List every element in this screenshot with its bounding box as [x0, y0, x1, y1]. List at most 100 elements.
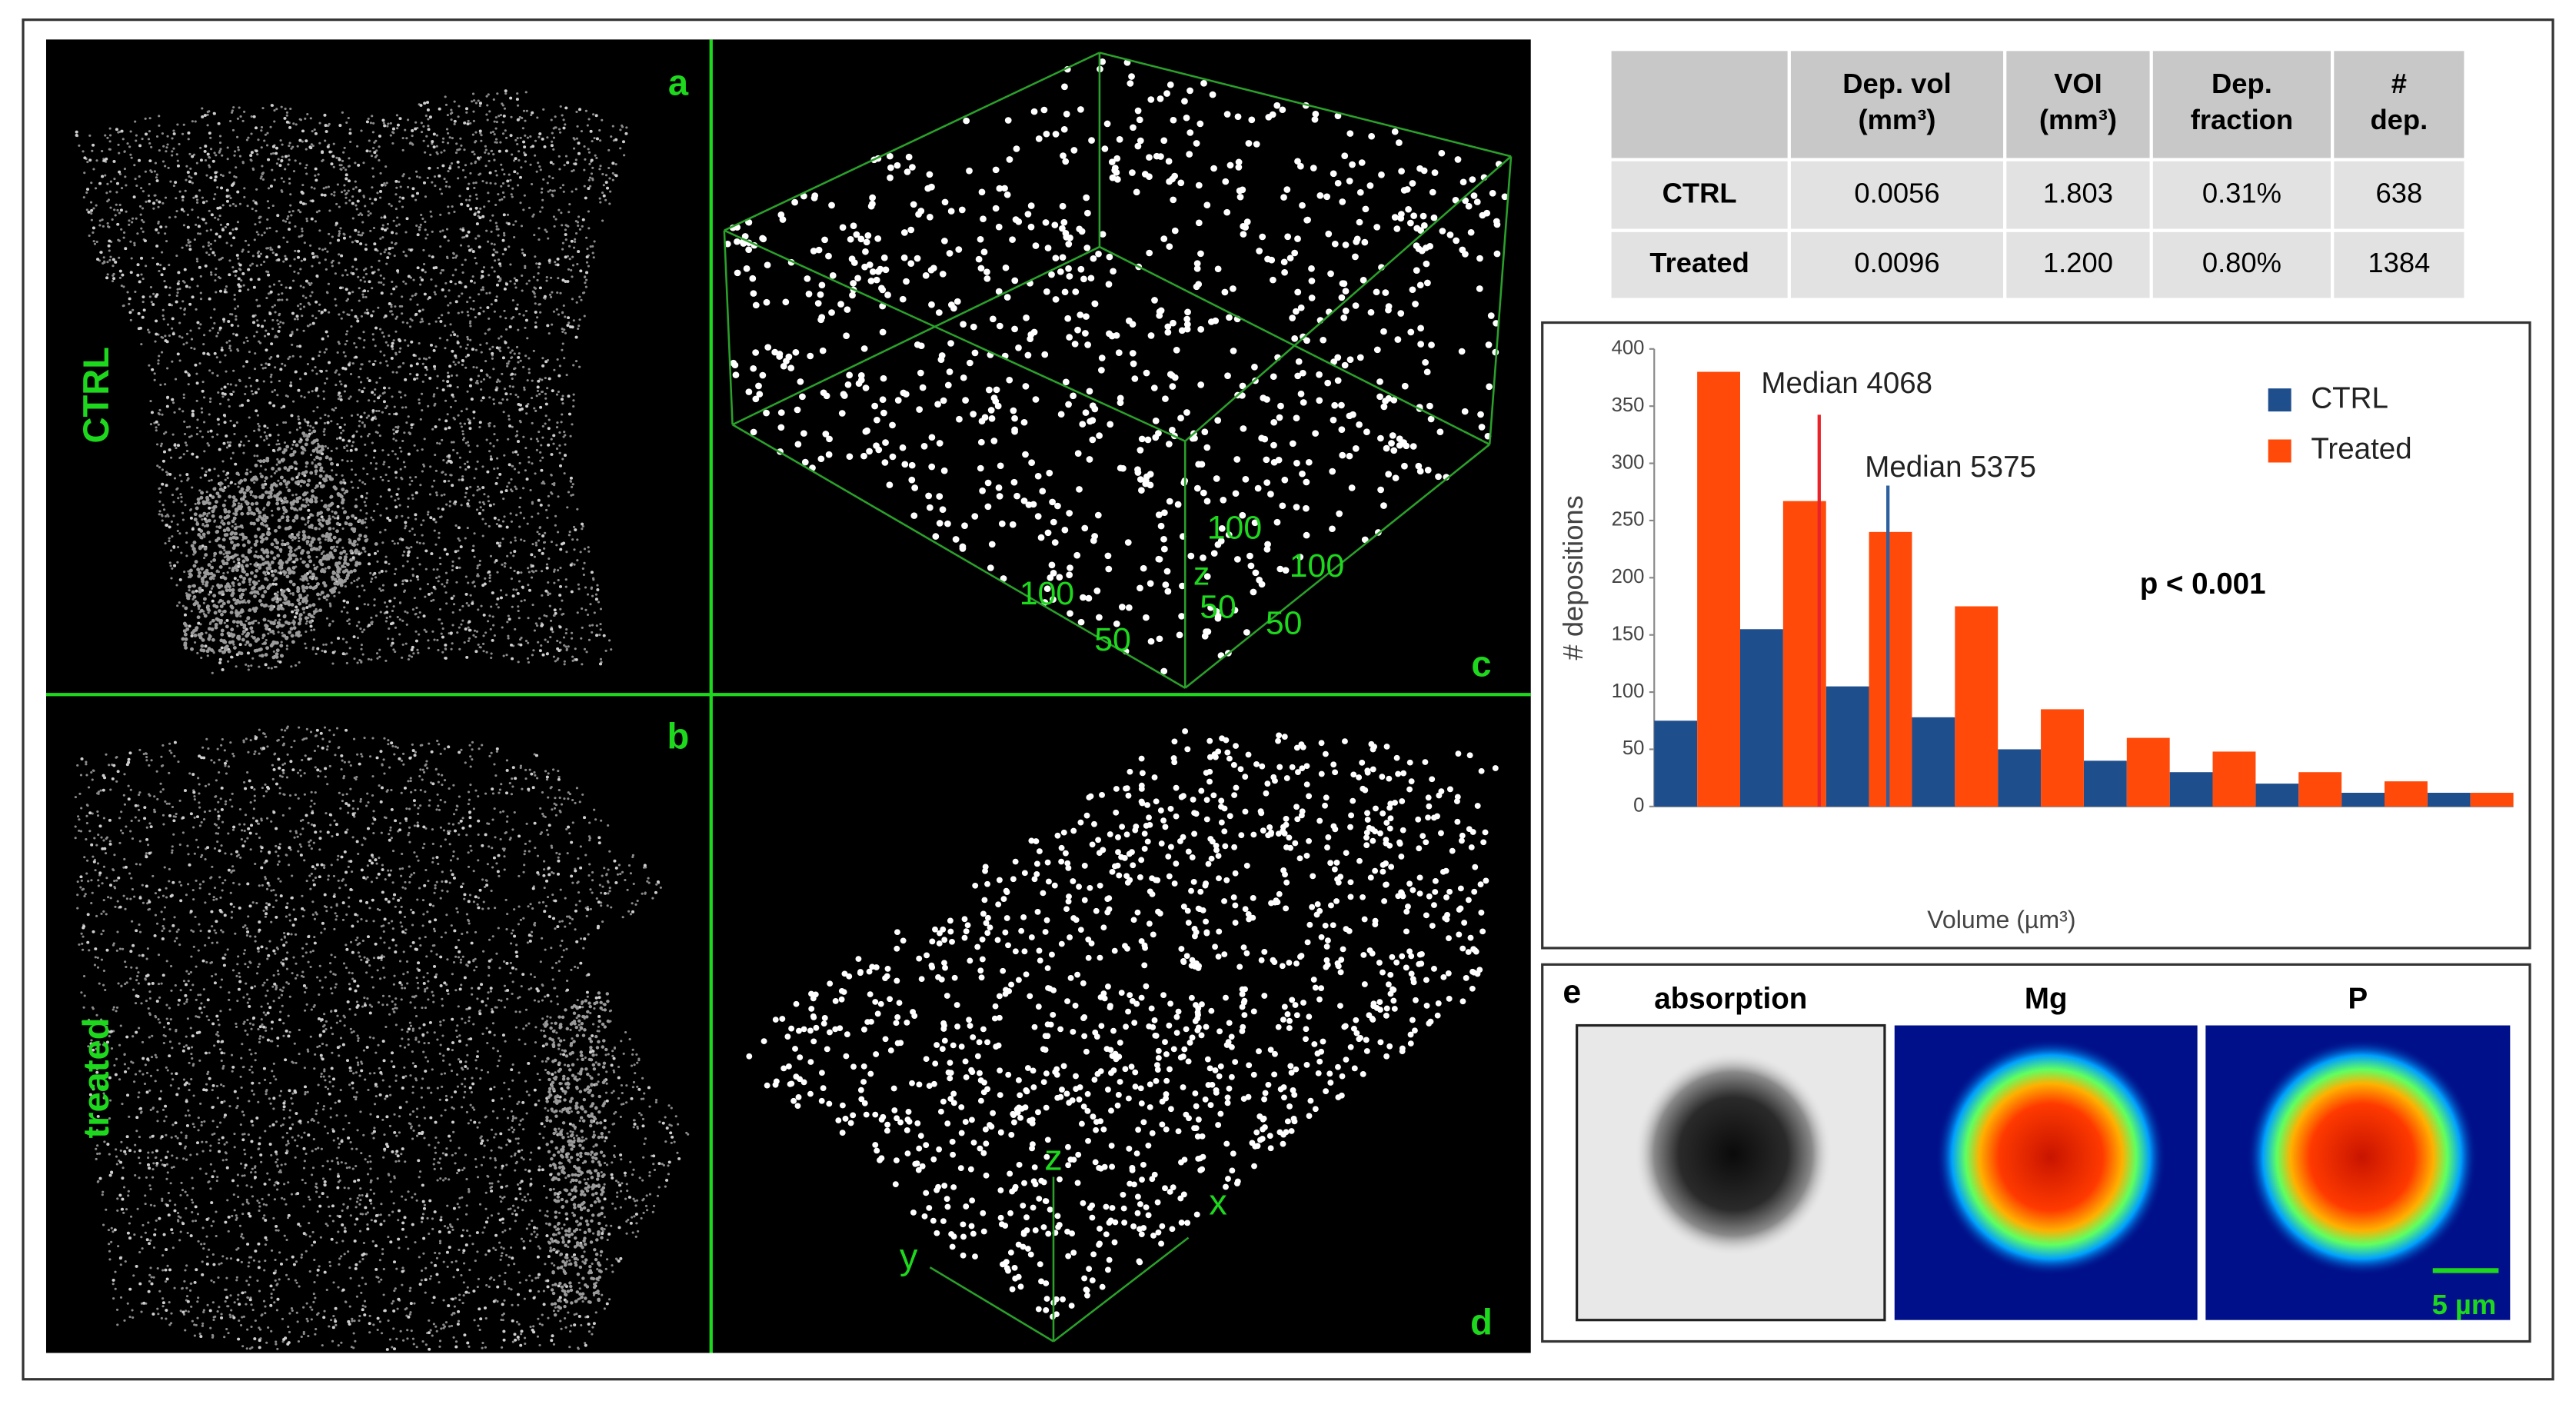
map-blob — [1935, 1038, 2166, 1276]
scale-bar-label: 5 µm — [2432, 1289, 2497, 1320]
table-cell — [1611, 161, 1788, 229]
legend-label: CTRL — [2311, 381, 2388, 414]
bar — [2341, 792, 2385, 807]
bar — [2169, 772, 2213, 807]
group-label: CTRL — [75, 347, 116, 444]
wireframe — [1488, 156, 1513, 445]
table-header: VOI — [2054, 68, 2102, 99]
table-cell-text: 0.0056 — [1854, 177, 1939, 208]
table-cell — [2006, 231, 2150, 298]
table-cell — [1790, 161, 2004, 229]
wireframe — [1099, 52, 1512, 158]
axis-scale-label: 50 — [1094, 621, 1131, 658]
table-cell-text: 1384 — [2368, 247, 2430, 278]
x-axis-title: Volume (µm³) — [1927, 906, 2075, 933]
wireframe — [1184, 155, 1512, 442]
bar — [2126, 737, 2170, 807]
table-header: Dep. — [2212, 68, 2272, 99]
bar — [2298, 772, 2342, 807]
map-title: P — [2348, 983, 2368, 1016]
axis-scale-label: 50 — [1200, 588, 1236, 625]
table-cell-text: 1.803 — [2043, 177, 2113, 208]
panel-label: d — [1470, 1302, 1493, 1343]
bar — [1869, 531, 1912, 807]
bar — [2083, 760, 2127, 807]
table-cell — [2006, 51, 2150, 158]
axis-scale-label: z — [1193, 555, 1210, 592]
axis-scale-label: 50 — [1266, 605, 1303, 642]
axis-name: z — [1044, 1136, 1063, 1177]
table-cell — [1611, 51, 1788, 158]
panel-label: c — [1471, 643, 1491, 684]
table-header: dep. — [2370, 104, 2428, 135]
p-value: p < 0.001 — [2140, 567, 2266, 601]
bar — [2255, 784, 2299, 807]
absorption-blob — [1634, 1051, 1832, 1256]
bar — [2427, 792, 2471, 807]
table-cell-text: 0.0096 — [1854, 247, 1939, 278]
y-tick-label: 0 — [1633, 795, 1644, 817]
median-label: Median 4068 — [1761, 367, 1932, 400]
y-tick-label: 400 — [1612, 338, 1645, 359]
panel-label: e — [1563, 973, 1581, 1010]
speckle — [79, 728, 681, 1351]
table-cell — [2006, 161, 2150, 229]
wireframe — [731, 424, 1186, 689]
table-cell-text: 638 — [2375, 177, 2422, 208]
bar — [1912, 717, 1955, 807]
speckle — [75, 91, 628, 674]
table-cell — [2152, 231, 2331, 298]
speckle — [75, 89, 628, 671]
bar — [1654, 720, 1698, 807]
y-tick-label: 350 — [1612, 394, 1645, 416]
legend-swatch — [2268, 439, 2291, 463]
table-cell — [2334, 161, 2465, 229]
wireframe — [723, 230, 734, 425]
table-cell — [1611, 231, 1788, 298]
speckle — [724, 58, 1509, 675]
bar — [2470, 792, 2514, 807]
table-header: fraction — [2191, 104, 2293, 135]
speckle — [74, 725, 690, 1350]
map-title: absorption — [1654, 983, 1807, 1016]
y-tick-label: 300 — [1612, 451, 1645, 473]
bar — [1998, 749, 2042, 807]
y-tick-label: 200 — [1612, 566, 1645, 587]
axis-scale-label: 100 — [1290, 547, 1344, 584]
legend-swatch — [2268, 388, 2291, 412]
table-cell-text: 1.200 — [2043, 247, 2113, 278]
bar — [2041, 709, 2084, 807]
bar — [1955, 606, 1999, 807]
table-row-label: CTRL — [1662, 177, 1737, 208]
median-label: Median 5375 — [1865, 451, 2036, 484]
bar — [1825, 686, 1869, 807]
axis-name: x — [1209, 1181, 1227, 1222]
axis-name: y — [900, 1236, 918, 1276]
bar — [1739, 629, 1783, 807]
wireframe — [724, 229, 1186, 442]
wireframe — [732, 245, 1100, 426]
panel-label: a — [668, 62, 689, 103]
speckle — [543, 991, 611, 1317]
table-cell — [2334, 51, 2465, 158]
y-tick-label: 50 — [1622, 737, 1645, 759]
chart-frame — [1541, 321, 2531, 950]
table-cell — [2152, 51, 2331, 158]
y-axis-title: # depositions — [1557, 495, 1589, 660]
table-header: # — [2391, 68, 2407, 99]
table-cell — [1790, 231, 2004, 298]
y-tick-label: 150 — [1612, 623, 1645, 644]
speckle — [746, 728, 1499, 1320]
axis-line — [929, 1266, 1054, 1343]
table-cell-text: 0.80% — [2202, 247, 2281, 278]
map-blob — [2246, 1038, 2478, 1276]
axis-scale-label: 100 — [1207, 510, 1262, 547]
speckle — [181, 429, 378, 660]
axis-scale-label: 100 — [1020, 575, 1074, 612]
bar — [1697, 371, 1740, 807]
wireframe — [724, 52, 1100, 231]
bar — [2385, 781, 2428, 807]
group-label: treated — [75, 1018, 116, 1139]
